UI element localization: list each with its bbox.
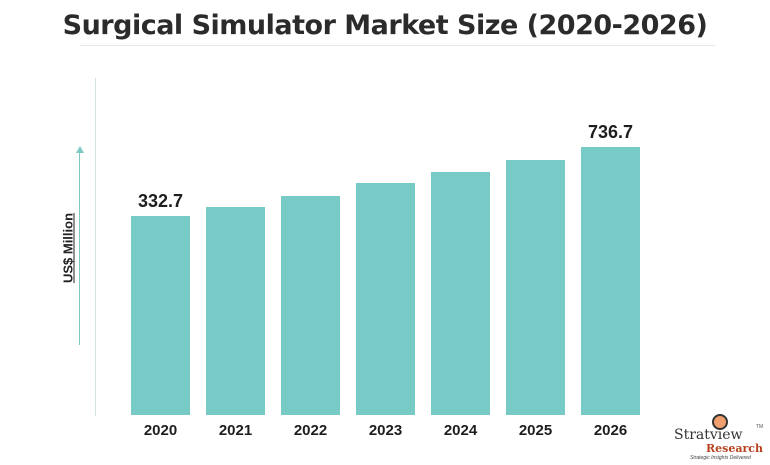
arrow-up-icon — [76, 146, 84, 153]
bar-2024 — [431, 172, 490, 415]
logo-tagline: Strategic Insights Delivered — [690, 455, 751, 461]
stratview-logo: Stratview TM Research Strategic Insights… — [672, 412, 767, 462]
x-tick-label: 2021 — [218, 422, 253, 439]
y-arrow-line — [79, 150, 80, 345]
logo-name: Stratview — [674, 427, 743, 443]
magnifier-icon — [712, 414, 728, 430]
bar-2026 — [581, 147, 640, 415]
bar-2023 — [356, 183, 415, 415]
title-divider — [80, 45, 715, 46]
chart-title: Surgical Simulator Market Size (2020-202… — [62, 10, 708, 41]
bar-2022 — [281, 195, 340, 415]
x-tick-label: 2022 — [293, 422, 328, 439]
x-tick-label: 2025 — [518, 422, 553, 439]
y-axis-line — [95, 78, 96, 416]
y-axis-label: US$ Million — [60, 212, 76, 284]
x-tick-label: 2023 — [368, 422, 403, 439]
logo-sub: Research — [706, 442, 763, 455]
bar-2025 — [506, 160, 565, 415]
bar-2021 — [206, 207, 265, 415]
data-label: 332.7 — [137, 191, 184, 211]
x-tick-label: 2020 — [143, 422, 178, 439]
logo-tm: TM — [756, 424, 764, 430]
x-tick-label: 2024 — [443, 422, 478, 439]
bar-2020 — [131, 216, 190, 415]
data-label: 736.7 — [587, 122, 634, 142]
x-tick-label: 2026 — [593, 422, 628, 439]
